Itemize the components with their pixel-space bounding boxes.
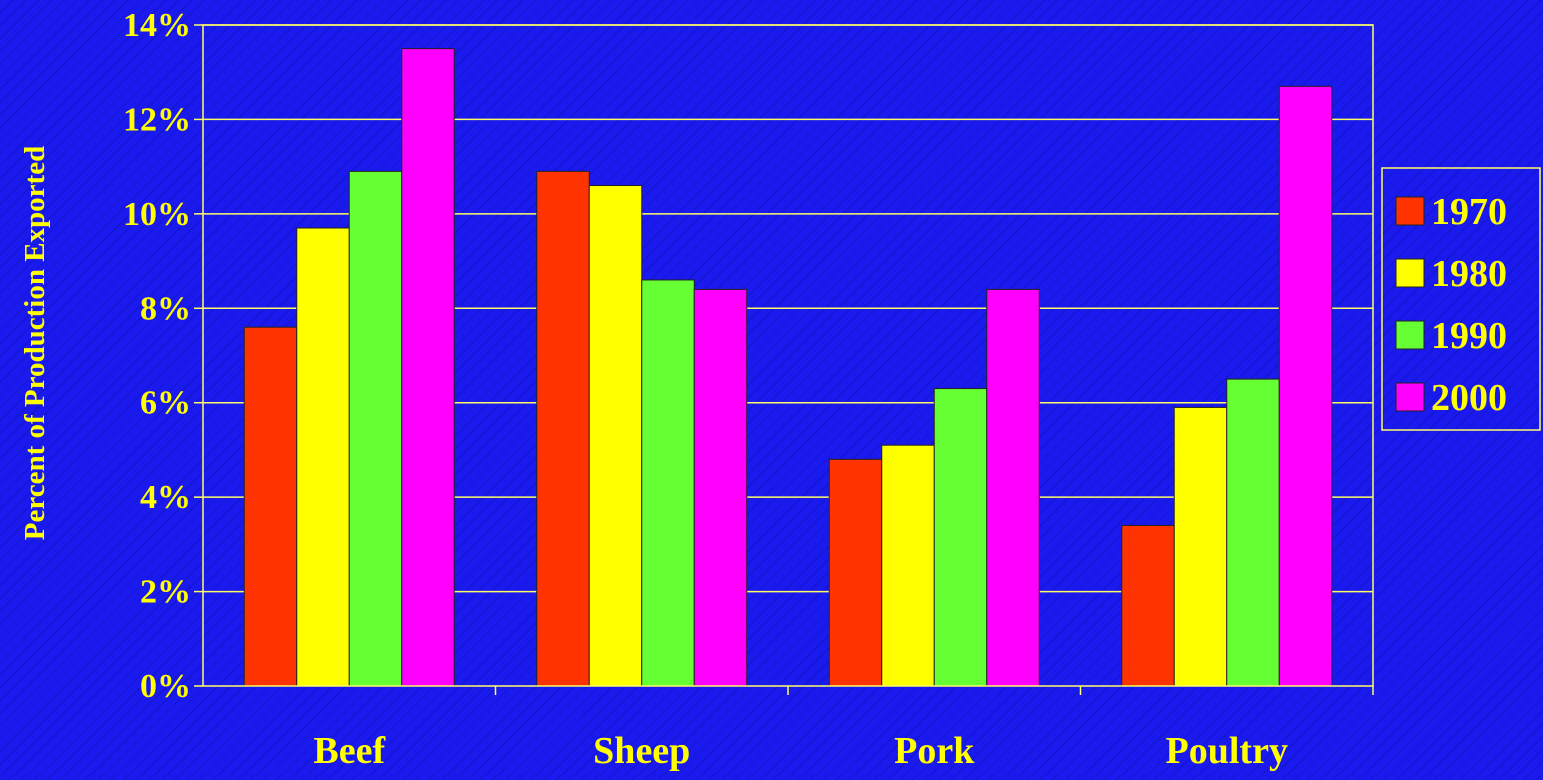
- legend: 1970 1980 1990 2000: [1381, 167, 1541, 431]
- bar-pork-1980: [881, 444, 935, 687]
- legend-label-1970: 1970: [1431, 191, 1507, 233]
- x-tick-label: Beef: [313, 730, 386, 772]
- y-tick-label: 0%: [140, 668, 191, 705]
- bar-sheep-1970: [536, 170, 590, 687]
- legend-label-2000: 2000: [1431, 377, 1507, 419]
- bar-beef-1970: [243, 326, 298, 687]
- bar-poultry-2000: [1278, 85, 1333, 687]
- y-tick-label: 6%: [140, 385, 191, 422]
- y-tick-label: 10%: [123, 196, 191, 233]
- bar-sheep-1980: [588, 185, 643, 687]
- x-tick-label: Pork: [894, 730, 975, 772]
- bar-pork-2000: [986, 288, 1040, 687]
- bar-poultry-1990: [1226, 378, 1280, 687]
- x-tick-label: Poultry: [1166, 730, 1288, 772]
- legend-swatch-1980: [1395, 258, 1425, 288]
- bar-sheep-2000: [693, 288, 748, 687]
- bar-poultry-1980: [1173, 406, 1228, 687]
- legend-box: [1381, 167, 1541, 431]
- y-axis-label: Percent of Production Exported: [19, 146, 51, 540]
- y-tick-label: 2%: [140, 574, 191, 611]
- bar-poultry-1970: [1121, 524, 1175, 687]
- y-tick-label: 4%: [140, 479, 191, 516]
- y-tick-label: 12%: [123, 101, 191, 138]
- legend-swatch-1990: [1395, 320, 1425, 350]
- x-tick-label: Sheep: [593, 730, 690, 772]
- bar-beef-2000: [401, 48, 455, 687]
- legend-swatch-1970: [1395, 196, 1425, 226]
- bar-pork-1990: [933, 388, 988, 687]
- axes: 0% 2% 4% 6% 8% 10% 12% 14% Beef Sheep Pork Poultry: [123, 7, 1374, 772]
- y-tick-label: 14%: [123, 7, 191, 44]
- legend-label-1990: 1990: [1431, 315, 1507, 357]
- bar-sheep-1990: [641, 279, 695, 687]
- bar-beef-1990: [348, 170, 403, 687]
- legend-swatch-2000: [1395, 382, 1425, 412]
- bar-beef-1980: [296, 227, 350, 687]
- bar-pork-1970: [828, 458, 883, 687]
- legend-label-1980: 1980: [1431, 253, 1507, 295]
- y-tick-label: 8%: [140, 290, 191, 327]
- bars: [243, 48, 1333, 687]
